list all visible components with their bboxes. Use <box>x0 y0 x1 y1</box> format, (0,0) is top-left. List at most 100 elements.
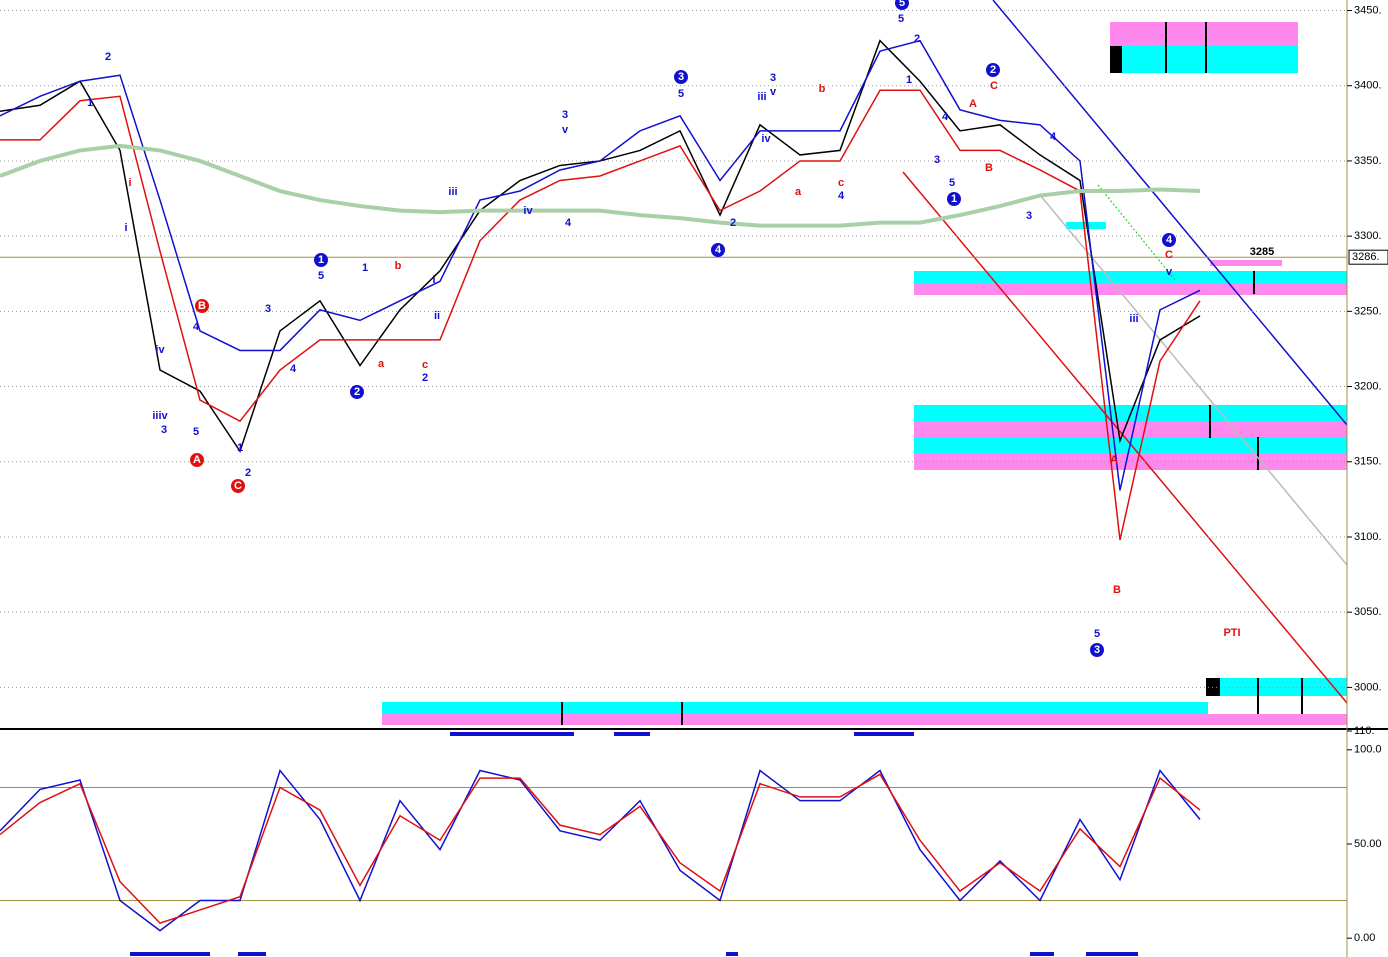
wave-label: 3 <box>562 109 568 121</box>
series-line <box>0 39 1201 491</box>
wave-label: B <box>198 300 206 312</box>
wave-circle <box>986 63 1000 77</box>
wave-label: 1 <box>87 97 93 109</box>
wave-label: B <box>1113 584 1121 596</box>
wave-label: C <box>990 80 998 92</box>
y-tick-label: 3100. <box>1354 531 1382 543</box>
y-tick-label: 3400. <box>1354 80 1382 92</box>
y-tick-label: 3000. <box>1354 681 1382 693</box>
wave-label: 5 <box>193 426 199 438</box>
wave-label: 3 <box>265 303 271 315</box>
wave-label: 5 <box>898 13 904 25</box>
wave-label: 4 <box>1050 131 1057 143</box>
wave-label: 1 <box>237 442 243 454</box>
wave-label: v <box>562 124 569 136</box>
wave-label: 4 <box>565 217 572 229</box>
wave-label: 3 <box>1094 644 1100 656</box>
wave-label: A <box>969 98 977 110</box>
wave-label: 4 <box>838 190 845 202</box>
wave-circle <box>1090 643 1104 657</box>
wave-circle <box>195 299 209 313</box>
y-tick-label: 3350. <box>1354 155 1382 167</box>
wave-label: 4 <box>942 111 949 123</box>
wave-label: i <box>128 177 131 189</box>
wave-label: 1 <box>906 74 912 86</box>
wave-circle <box>947 192 961 206</box>
wave-label: 2 <box>245 467 251 479</box>
wave-label: 3 <box>1026 210 1032 222</box>
wave-label: 3 <box>161 424 167 436</box>
series-line <box>0 39 1201 453</box>
wave-label: 2 <box>990 64 996 76</box>
wave-label: A <box>1110 454 1118 466</box>
wave-label: ii <box>434 310 440 322</box>
wave-label: B <box>985 162 993 174</box>
y-tick-label: 3050. <box>1354 606 1382 618</box>
wave-label: C <box>234 480 242 492</box>
series-line <box>0 773 1201 924</box>
wave-label: 4 <box>1166 234 1173 246</box>
wave-label: iii <box>448 186 457 198</box>
wave-label: a <box>378 358 385 370</box>
wave-label: 5 <box>1094 628 1100 640</box>
wave-label: c <box>838 177 844 189</box>
series-line <box>0 89 1201 541</box>
series-line <box>0 768 1201 932</box>
wave-label: 1 <box>362 262 368 274</box>
last-price-label: 3286. <box>1352 251 1380 263</box>
wave-circle <box>350 385 364 399</box>
wave-label: 2 <box>730 217 736 229</box>
wave-label: A <box>193 454 201 466</box>
wave-label: 1 <box>951 193 957 205</box>
wave-label: 5 <box>899 0 905 9</box>
y-tick-label: 0.00 <box>1354 932 1375 944</box>
wave-circle <box>674 70 688 84</box>
wave-label: 4 <box>715 244 722 256</box>
wave-label: 2 <box>914 33 920 45</box>
wave-label: 2 <box>422 372 428 384</box>
wave-label: i <box>432 274 435 286</box>
wave-label: 5 <box>678 88 684 100</box>
last-price-box <box>1348 249 1388 265</box>
wave-label: 3 <box>678 71 684 83</box>
wave-circle <box>711 243 725 257</box>
wave-label: a <box>795 186 802 198</box>
wave-label: iv <box>523 205 533 217</box>
wave-label: PTI <box>1223 627 1240 639</box>
wave-label: 4 <box>193 321 200 333</box>
y-tick-label: 100.0 <box>1354 744 1382 756</box>
wave-label: v <box>770 86 777 98</box>
wave-label: 2 <box>354 386 360 398</box>
wave-circle <box>314 253 328 267</box>
wave-label: b <box>395 260 402 272</box>
y-tick-label: 3300. <box>1354 230 1382 242</box>
wave-label: iiiv <box>152 410 168 422</box>
wave-label: iv <box>761 133 771 145</box>
wave-label: v <box>1166 266 1173 278</box>
wave-circle <box>190 453 204 467</box>
wave-label: i <box>124 222 127 234</box>
wave-label: 5 <box>318 270 324 282</box>
zones <box>382 22 1347 725</box>
y-tick-label: 110. <box>1354 725 1375 737</box>
wave-label: C <box>1165 249 1173 261</box>
wave-label: 4 <box>290 363 297 375</box>
wave-label: 2 <box>105 51 111 63</box>
wave-label: c <box>422 359 428 371</box>
wave-label: 3 <box>770 72 776 84</box>
y-tick-label: 3150. <box>1354 456 1382 468</box>
wave-label: iii <box>1129 313 1138 325</box>
wave-label: iv <box>155 344 165 356</box>
wave-label: b <box>819 83 826 95</box>
y-tick-label: 3200. <box>1354 380 1382 392</box>
wave-circle <box>895 0 909 10</box>
y-tick-label: 3450. <box>1354 4 1382 16</box>
wave-label: 5 <box>949 177 955 189</box>
wave-label: 1 <box>318 254 324 266</box>
wave-label: 3285 <box>1250 246 1274 258</box>
wave-circle <box>231 479 245 493</box>
series-line <box>0 143 1201 228</box>
wave-label: iii <box>757 91 766 103</box>
y-tick-label: 50.00 <box>1354 838 1382 850</box>
